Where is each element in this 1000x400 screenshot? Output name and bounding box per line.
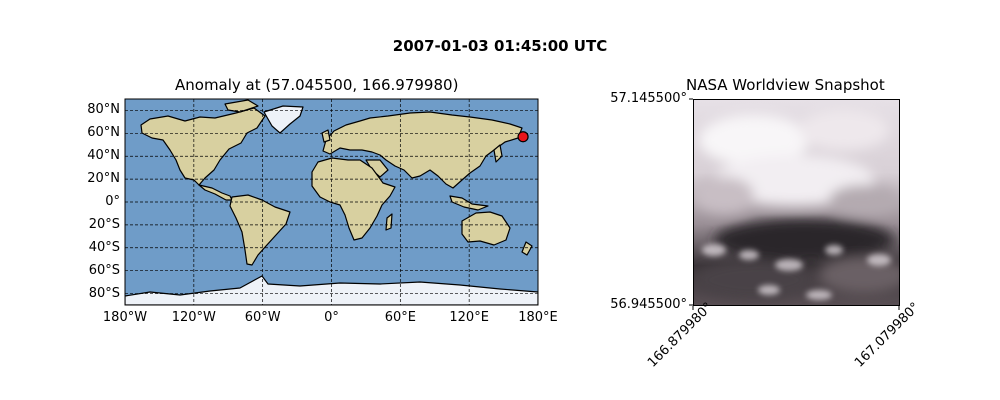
lat-tick-label: 0° xyxy=(105,194,120,209)
lat-tick-label: 60°S xyxy=(88,262,120,278)
cloud-imagery xyxy=(694,100,899,305)
map-title: Anomaly at (57.045500, 166.979980) xyxy=(175,76,459,94)
lon-tick-label: 60°E xyxy=(384,310,416,325)
greenland xyxy=(263,105,304,134)
satellite-image xyxy=(693,99,900,306)
australia xyxy=(461,211,511,246)
lon-tick-label: 180°W xyxy=(102,310,148,325)
lat-tick-label: 40°S xyxy=(88,239,120,255)
indonesia xyxy=(449,195,489,211)
madagascar xyxy=(385,213,393,231)
lat-tick-label: 80°S xyxy=(88,285,120,301)
lat-tick-label: 60°N xyxy=(87,125,120,141)
snapshot-title: NASA Worldview Snapshot xyxy=(686,76,885,94)
lon-tick-label: 0° xyxy=(324,310,339,325)
anomaly-marker xyxy=(517,131,529,143)
new-zealand xyxy=(521,241,533,256)
lon-tick-label: 120°W xyxy=(171,310,216,325)
gridlines xyxy=(125,99,538,305)
africa xyxy=(311,157,396,241)
lat-tick-label: 20°N xyxy=(87,171,120,187)
lon-tick-label: 60°W xyxy=(244,310,281,325)
lat-tick-label: 40°N xyxy=(87,148,120,164)
lon-tick-label: 180°E xyxy=(518,310,558,325)
british-isles xyxy=(321,129,331,143)
map-frame xyxy=(124,98,539,306)
lat-tick-label: 20°S xyxy=(88,216,120,232)
lat-tick-label: 80°N xyxy=(87,102,120,118)
arctic-islands xyxy=(224,99,259,113)
eurasia xyxy=(322,111,523,189)
figure-suptitle: 2007-01-03 01:45:00 UTC xyxy=(392,37,608,55)
north-america xyxy=(140,107,266,186)
snapshot-y-top: 57.145500° xyxy=(610,91,687,106)
snapshot-y-bottom: 56.945500° xyxy=(610,297,687,312)
lon-tick-label: 120°E xyxy=(449,310,489,325)
